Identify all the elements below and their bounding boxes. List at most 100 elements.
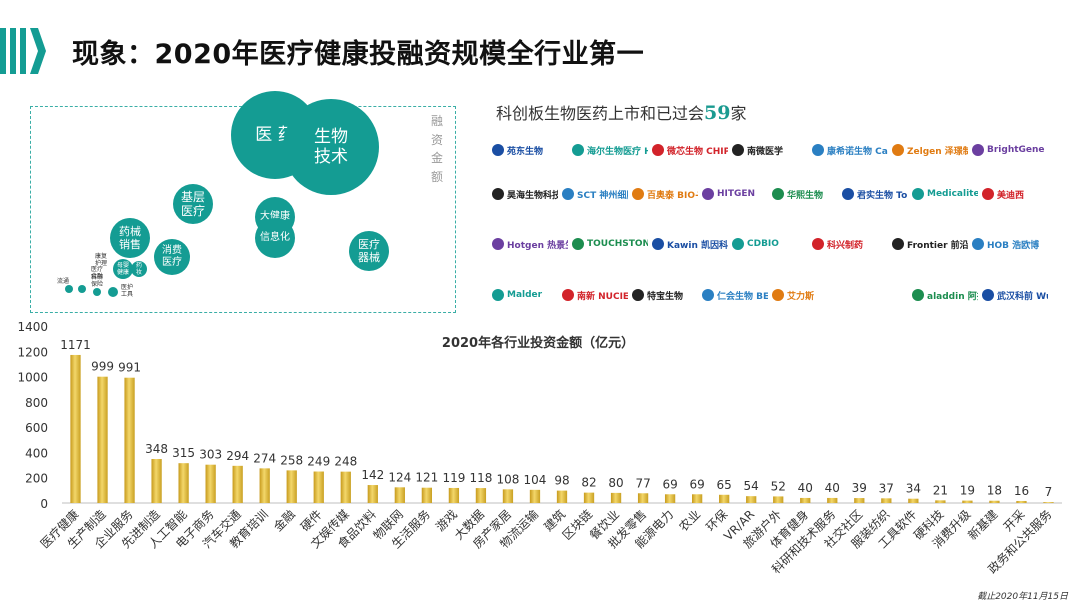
bar [448, 487, 460, 503]
y-tick-label: 1200 [17, 345, 48, 359]
bar [827, 497, 838, 503]
bar [178, 463, 189, 503]
company-logo: Zelgen 泽璟制药 [892, 135, 968, 165]
company-logo-text: 昊海生物科技 [507, 190, 558, 201]
footnote: 截止2020年11月15日 [977, 592, 1068, 602]
bar [394, 487, 405, 503]
logo-row: Malder 南新 NUCIEN 特宝生物 仁会生物 BENEMAE 艾力斯 aladdi… [492, 280, 1052, 310]
bar [475, 488, 487, 503]
company-logo: HOB 浩欧博 [972, 229, 1048, 259]
bubble-8: 医疗 器械 [349, 231, 389, 271]
data-label: 124 [388, 470, 411, 484]
company-logo: 南微医学 [732, 135, 808, 165]
bubble-3: 基层 医疗 [173, 184, 213, 224]
company-logo-icon [562, 289, 574, 301]
company-logo-text: Kawin 凯因科技 [667, 240, 728, 251]
bar [610, 492, 622, 503]
data-label: 19 [960, 484, 975, 498]
company-logo-icon [892, 238, 904, 250]
company-logo: CDBIO [732, 229, 808, 259]
company-logo: 昊海生物科技 [492, 179, 558, 209]
company-logo: SCT 神州细胞 SinoCellTech [562, 179, 628, 209]
data-label: 274 [253, 451, 276, 465]
company-logo: 仁会生物 BENEMAE [702, 280, 768, 310]
x-tick-label: 区块链 [559, 507, 595, 543]
company-logo: 科兴制药 [812, 229, 888, 259]
company-logo-text: 仁会生物 BENEMAE [717, 291, 768, 302]
bar [70, 354, 81, 503]
company-logo-text: 特宝生物 [647, 291, 684, 302]
bar [746, 496, 757, 503]
company-logo-text: 艾力斯 [787, 291, 815, 302]
bubble-5: 信息化 [255, 218, 295, 258]
company-logo-icon [842, 188, 854, 200]
company-logo: 百奥泰 BIO-THERA [632, 179, 698, 209]
company-logo-text: Medicalite [927, 189, 978, 199]
company-logo-icon [972, 144, 984, 156]
bar [367, 485, 378, 503]
company-logo-text: 南微医学 [747, 146, 784, 157]
y-tick-label: 0 [40, 497, 48, 511]
data-label: 1171 [60, 338, 91, 352]
company-logo-icon [892, 144, 904, 156]
data-label: 142 [361, 468, 384, 482]
bar [583, 492, 595, 503]
bar [502, 489, 514, 503]
bubble-small-label: 流通 [57, 278, 70, 285]
data-label: 108 [496, 472, 519, 486]
company-logo: Malder [492, 280, 558, 310]
bar [962, 500, 973, 503]
bar [421, 487, 432, 503]
company-logo-text: 微芯生物 CHIPSCREEN [667, 146, 728, 157]
data-label: 119 [442, 471, 465, 485]
bubble-6: 药械 销售 [110, 218, 150, 258]
company-logo: HITGEN [702, 179, 768, 209]
data-label: 118 [469, 471, 492, 485]
bar [719, 494, 730, 503]
company-logo-icon [702, 289, 714, 301]
y-tick-label: 600 [25, 421, 48, 435]
company-logo-icon [492, 188, 504, 200]
company-logo-text: 武汉科前 Wuhan Keqian [997, 291, 1048, 302]
company-logo-icon [732, 144, 744, 156]
x-tick-label: 农业 [676, 507, 703, 534]
bubble-12 [78, 285, 86, 293]
bubble-2: 生物 技术 [283, 99, 379, 195]
bubble-small-label: 康复 护理 [95, 253, 108, 267]
bar [664, 494, 676, 503]
data-label: 18 [987, 484, 1002, 498]
company-logo-text: 南新 NUCIEN [577, 291, 628, 302]
logo-row: 苑东生物 海尔生物医疗 Haier Biomedical 微芯生物 CHIPSCRE… [492, 135, 1052, 165]
page-title: 现象：2020年医疗健康投融资规模全行业第一 [72, 39, 645, 70]
bar [529, 489, 541, 503]
company-logo-text: Malder [507, 290, 543, 300]
data-label: 82 [581, 476, 596, 490]
bubble-small-label: 科研 保险 [91, 274, 104, 288]
bubble-7: 消费 医疗 [154, 239, 190, 275]
industry-investment-bar-chart: 2020年各行业投资金额（亿元） 0 200 400 600 800 1000 1200 140… [17, 320, 1062, 577]
company-logo-text: Hotgen 热景生物 [507, 240, 568, 251]
bar [232, 465, 243, 503]
logos-title: 科创板生物医药上市和已过会59家 [496, 100, 746, 124]
company-logo-text: 康希诺生物 CanSinoBIO [827, 146, 888, 157]
company-logo-icon [982, 289, 994, 301]
data-label: 65 [717, 478, 732, 492]
logos-title-prefix: 科创板生物医药上市和已过会 [496, 104, 705, 123]
data-label: 999 [91, 360, 114, 374]
data-label: 16 [1014, 484, 1029, 498]
company-logo: 微芯生物 CHIPSCREEN [652, 135, 728, 165]
data-label: 69 [662, 477, 677, 491]
company-logo-icon [652, 144, 664, 156]
data-label: 39 [852, 481, 867, 495]
x-tick-label: 新基建 [964, 507, 1000, 543]
company-logo-text: HOB 浩欧博 [987, 240, 1040, 251]
data-label: 54 [744, 479, 759, 493]
company-logo: 美迪西 [982, 179, 1048, 209]
bar [97, 376, 108, 503]
bar [773, 496, 784, 503]
logo-row: Hotgen 热景生物 TOUCHSTONE Kawin 凯因科技 CDBIO 科兴制药… [492, 229, 1052, 259]
company-logo-text: TOUCHSTONE [587, 239, 648, 249]
data-label: 104 [524, 473, 547, 487]
bubble-10: 药 妆 [131, 261, 147, 277]
bubble-9: 母婴 健康 [113, 259, 133, 279]
